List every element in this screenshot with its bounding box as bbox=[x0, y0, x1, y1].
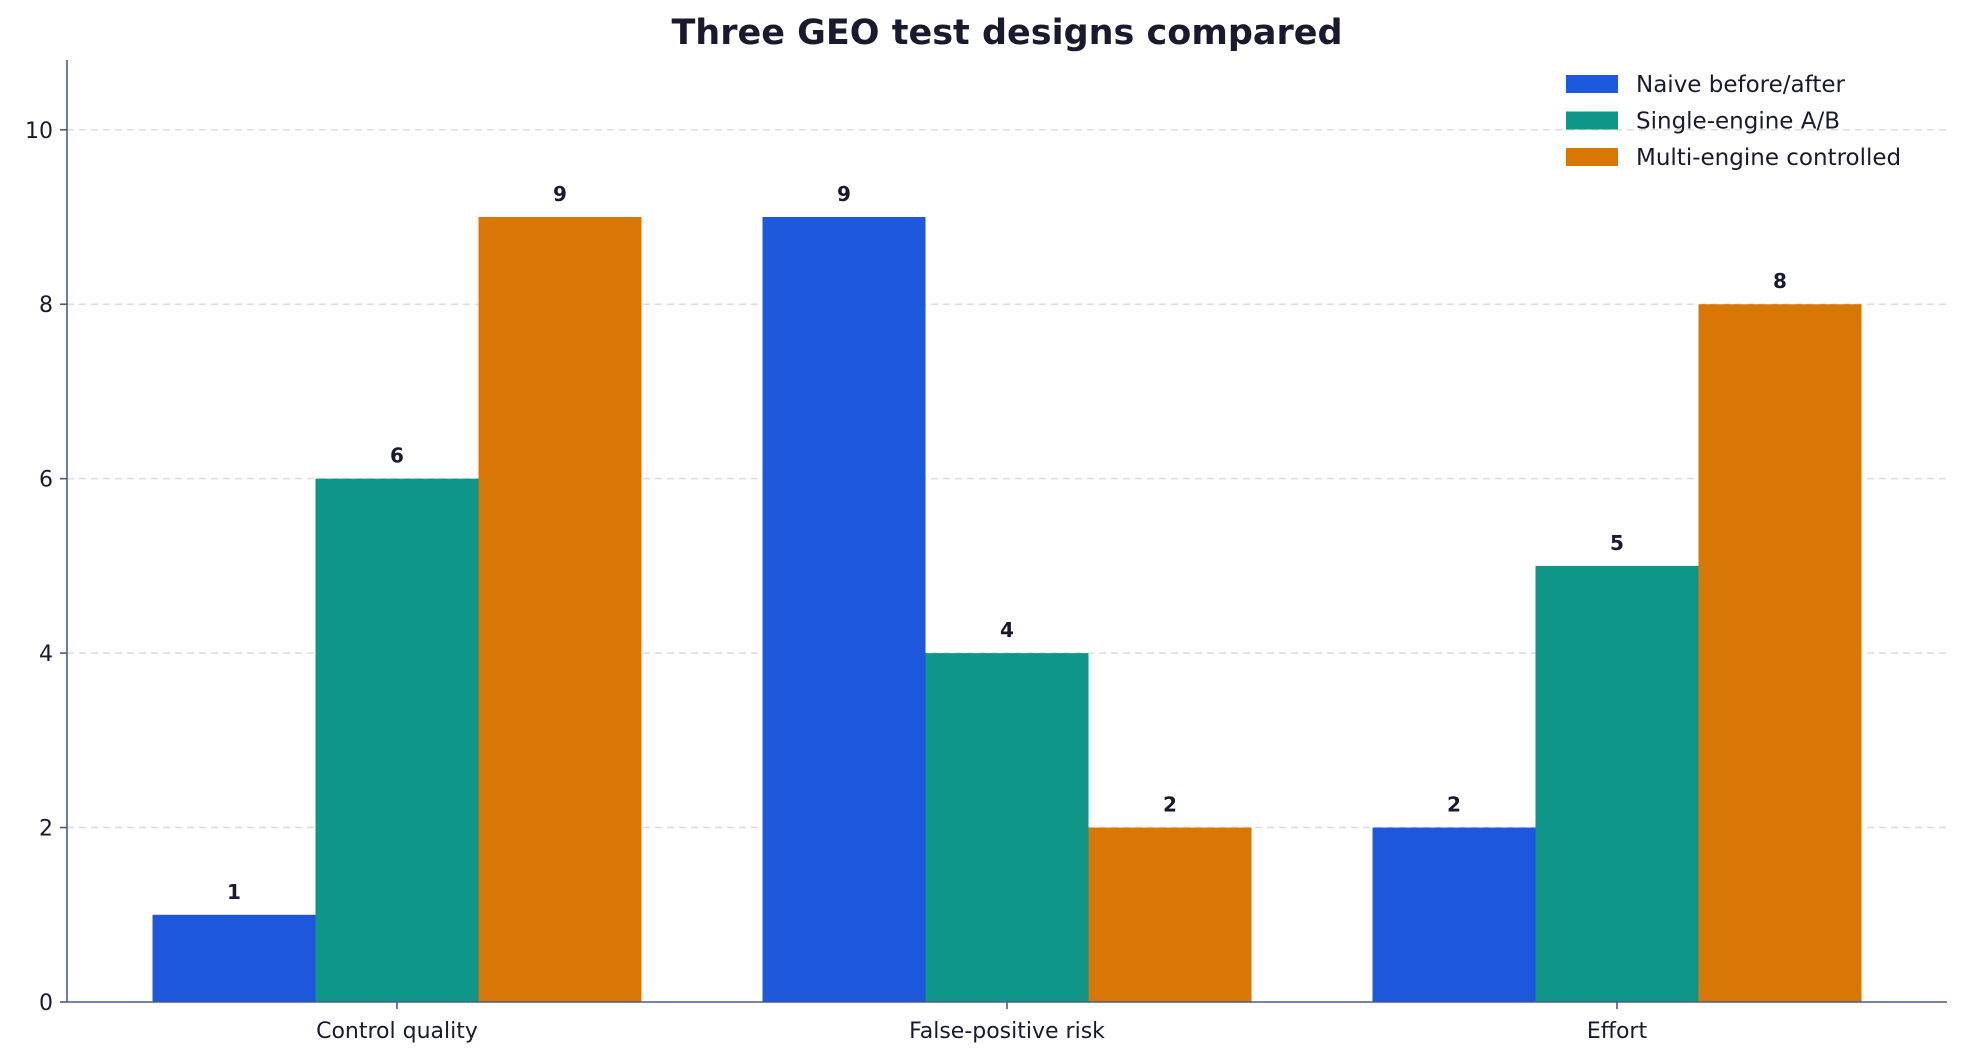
data-label-naive-before-after-false-positive-risk: 9 bbox=[837, 182, 851, 206]
bar-multi-engine-controlled-effort bbox=[1698, 304, 1862, 1002]
legend: Naive before/after Single-engine A/B Multi… bbox=[1566, 72, 1901, 171]
data-label-multi-engine-controlled-effort: 8 bbox=[1773, 269, 1787, 293]
legend-label-naive-before-after: Naive before/after bbox=[1636, 72, 1845, 98]
legend-swatch-single-engine-a-b bbox=[1566, 111, 1618, 130]
bar-naive-before-after-effort bbox=[1372, 827, 1536, 1002]
data-label-naive-before-after-effort: 2 bbox=[1447, 793, 1461, 817]
y-tick-label-0: 0 bbox=[39, 991, 53, 1016]
legend-label-single-engine-a-b: Single-engine A/B bbox=[1636, 109, 1840, 135]
legend-swatch-multi-engine-controlled bbox=[1566, 148, 1618, 166]
bar-multi-engine-controlled-control-quality bbox=[478, 217, 642, 1002]
y-tick-label-2: 2 bbox=[39, 817, 53, 842]
axes: 0 2 4 6 8 10 Control quality False-positive ris… bbox=[25, 60, 1947, 1044]
data-labels: 1 6 9 9 4 2 2 5 8 bbox=[227, 182, 1787, 904]
bar-naive-before-after-false-positive-risk bbox=[762, 217, 926, 1002]
bar-single-engine-a-b-control-quality bbox=[315, 478, 479, 1003]
bar-single-engine-a-b-effort bbox=[1535, 565, 1699, 1002]
bar-single-engine-a-b-false-positive-risk bbox=[925, 653, 1089, 1002]
y-tick-label-4: 4 bbox=[39, 642, 53, 667]
y-tick-label-10: 10 bbox=[25, 119, 53, 144]
data-label-naive-before-after-control-quality: 1 bbox=[227, 880, 241, 904]
bar-multi-engine-controlled-false-positive-risk bbox=[1088, 827, 1252, 1002]
x-tick-label-control-quality: Control quality bbox=[316, 1019, 478, 1044]
data-label-multi-engine-controlled-control-quality: 9 bbox=[553, 182, 567, 206]
bar-naive-before-after-control-quality bbox=[152, 914, 316, 1002]
y-tick-label-8: 8 bbox=[39, 293, 53, 318]
chart-title: Three GEO test designs compared bbox=[671, 13, 1342, 53]
data-label-single-engine-a-b-effort: 5 bbox=[1610, 531, 1624, 555]
legend-label-multi-engine-controlled: Multi-engine controlled bbox=[1636, 145, 1901, 171]
data-label-single-engine-a-b-control-quality: 6 bbox=[390, 444, 404, 468]
bars bbox=[152, 217, 1862, 1003]
y-tick-label-6: 6 bbox=[39, 468, 53, 493]
x-tick-label-false-positive-risk: False-positive risk bbox=[909, 1019, 1105, 1044]
data-label-multi-engine-controlled-false-positive-risk: 2 bbox=[1163, 793, 1177, 817]
x-tick-label-effort: Effort bbox=[1587, 1019, 1648, 1044]
legend-swatch-naive-before-after bbox=[1566, 75, 1618, 93]
data-label-single-engine-a-b-false-positive-risk: 4 bbox=[1000, 618, 1014, 642]
